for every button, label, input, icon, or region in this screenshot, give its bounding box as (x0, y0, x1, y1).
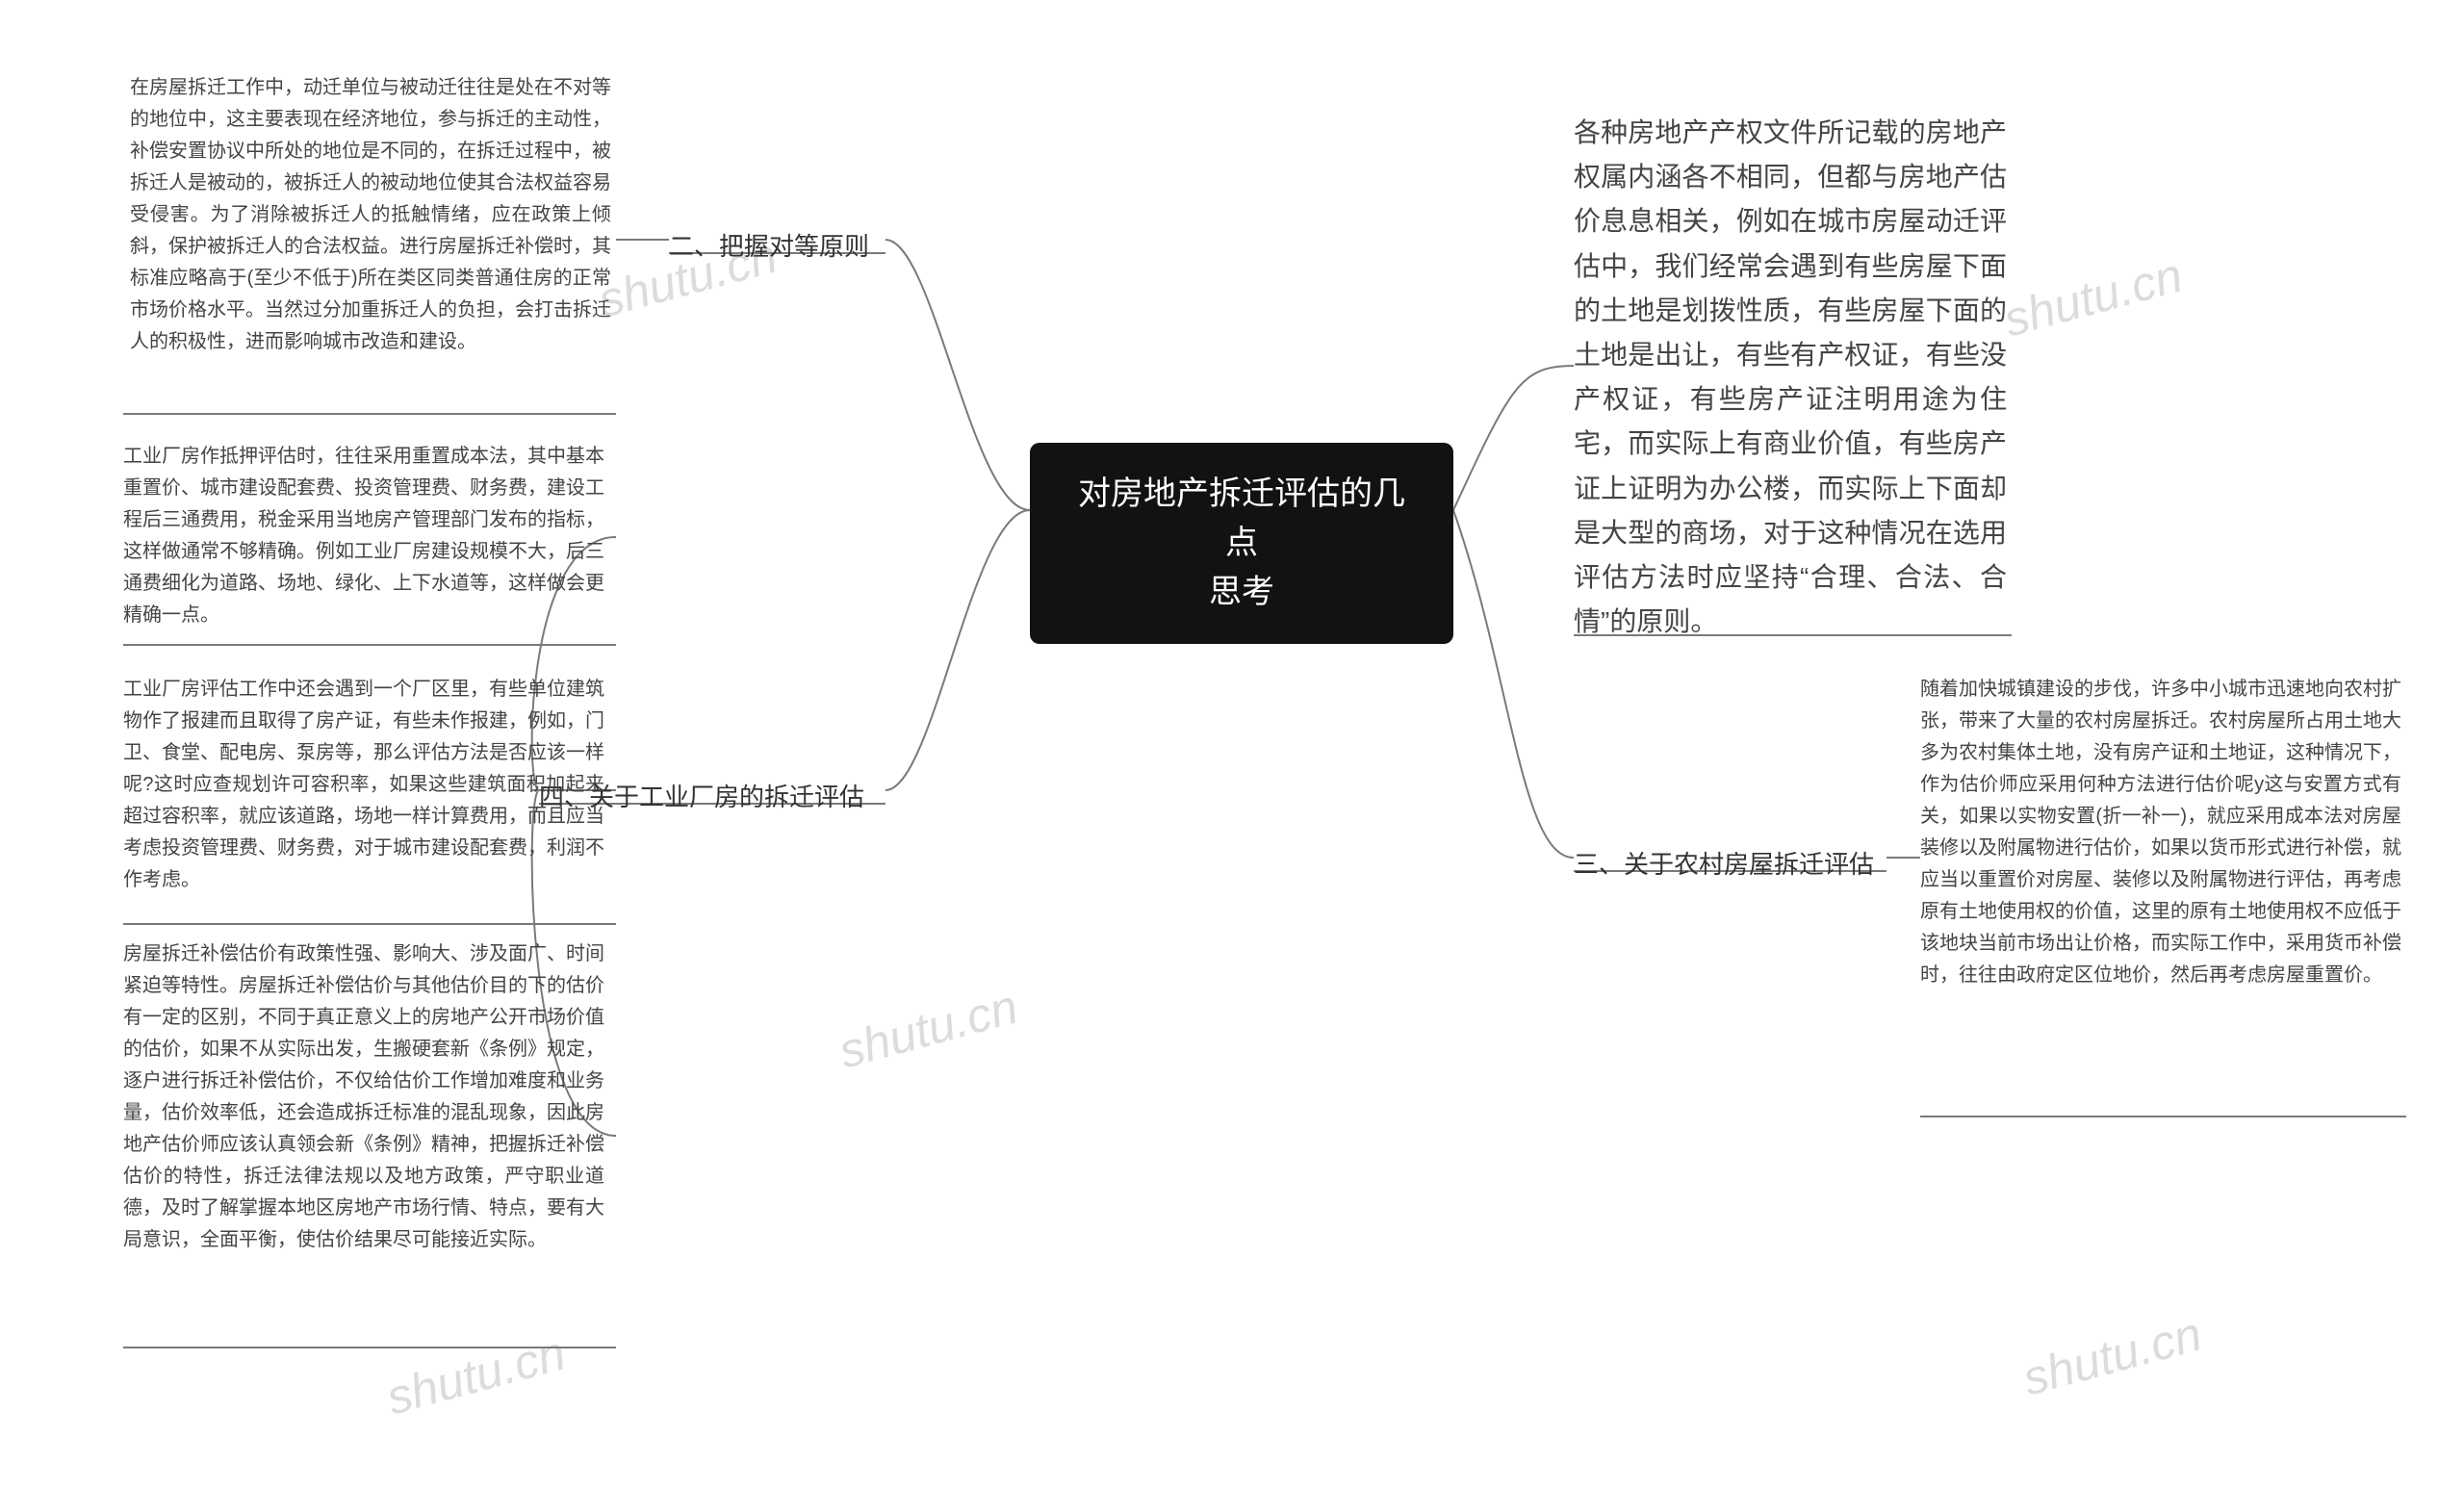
mindmap-stage: shutu.cn shutu.cn shutu.cn shutu.cn shut… (0, 0, 2464, 1489)
leaf-b1-0: 各种房地产产权文件所记载的房地产权属内涵各不相同，但都与房地产估价息息相关，例如… (1574, 111, 2007, 644)
branch-label-2: 二、把握对等原则 (669, 227, 869, 263)
branch-label-3: 三、关于农村房屋拆迁评估 (1574, 845, 1874, 881)
center-topic: 对房地产拆迁评估的几点 思考 (1030, 443, 1453, 644)
leaf-b4-2: 房屋拆迁补偿估价有政策性强、影响大、涉及面广、时间紧迫等特性。房屋拆迁补偿估价与… (123, 938, 604, 1256)
watermark: shutu.cn (2017, 1306, 2208, 1407)
leaf-b4-1: 工业厂房评估工作中还会遇到一个厂区里，有些单位建筑物作了报建而且取得了房产证，有… (123, 674, 604, 896)
center-title-line1: 对房地产拆迁评估的几点 (1078, 475, 1405, 561)
leaf-b2-0: 在房屋拆迁工作中，动迁单位与被动迁往往是处在不对等的地位中，这主要表现在经济地位… (130, 72, 611, 358)
watermark: shutu.cn (834, 979, 1024, 1080)
watermark: shutu.cn (381, 1325, 572, 1426)
watermark: shutu.cn (1998, 247, 2189, 348)
leaf-b3-0: 随着加快城镇建设的步伐，许多中小城市迅速地向农村扩张，带来了大量的农村房屋拆迁。… (1920, 674, 2401, 991)
leaf-b4-0: 工业厂房作抵押评估时，往往采用重置成本法，其中基本重置价、城市建设配套费、投资管… (123, 441, 604, 631)
center-title-line2: 思考 (1209, 574, 1274, 610)
